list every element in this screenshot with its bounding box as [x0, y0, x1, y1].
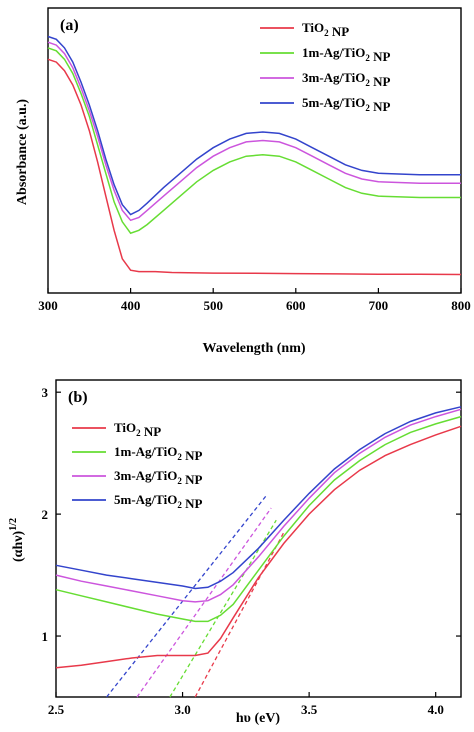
x-tick-label: 3.0: [174, 702, 190, 717]
panel-label-a: (a): [60, 17, 79, 34]
x-tick-label: 300: [38, 298, 58, 313]
x-tick-label: 600: [286, 298, 306, 313]
series-line-5m-ag-tio-np: [55, 406, 462, 590]
series-line-3m-ag-tio-np: [55, 408, 462, 603]
y-axis-label-b: (αhν)1/2: [8, 518, 26, 562]
legend-label-3m-ag-tio-np: 3m-Ag/TiO2 NP: [114, 468, 202, 487]
legend-a: TiO2 NP 1m-Ag/TiO2 NP 3m-Ag/TiO2 NP 5m-Ag/T…: [260, 20, 390, 114]
y-tick-label: 1: [42, 629, 49, 644]
x-axis-label-b: hυ (eV): [236, 711, 281, 726]
x-axis-label-a: Wavelength (nm): [202, 341, 305, 356]
tangent-line-3m-ag-tio-np: [136, 507, 272, 698]
y-tick-label: 2: [42, 507, 49, 522]
y-axis-label-b-main: (αhν): [11, 530, 26, 562]
series-line-1m-ag-tio-np: [47, 47, 461, 235]
x-ticks-b: 2.5 3.0 3.5 4.0: [48, 692, 444, 717]
x-tick-label: 400: [121, 298, 141, 313]
y-axis-label-a: Absorbance (a.u.): [15, 99, 30, 206]
plot-frame-a: [47, 7, 462, 294]
series-line-tio-np: [55, 425, 462, 669]
x-tick-label: 700: [369, 298, 389, 313]
legend-label-tio-np: TiO2 NP: [114, 420, 161, 439]
plot-area-b: [55, 406, 462, 698]
x-ticks-a: 300 400 500 600 700 800: [38, 288, 471, 313]
panel-b: (b) 2.5 3.0 3.5 4.0 1 2 3 TiO2 NP 1m-Ag/TiO2 N…: [8, 379, 462, 726]
series-line-3m-ag-tio-np: [47, 41, 461, 222]
legend-b: TiO2 NP 1m-Ag/TiO2 NP 3m-Ag/TiO2 NP 5m-Ag/T…: [72, 420, 202, 511]
series-line-1m-ag-tio-np: [55, 415, 462, 623]
legend-label-5m-ag-tio-np: 5m-Ag/TiO2 NP: [114, 492, 202, 511]
y-ticks-b: 1 2 3: [42, 385, 461, 644]
panel-label-b: (b): [68, 389, 88, 406]
legend-label-3m-ag-tio-np: 3m-Ag/TiO2 NP: [302, 70, 390, 89]
legend-label-1m-ag-tio-np: 1m-Ag/TiO2 NP: [302, 45, 390, 64]
x-tick-label: 800: [451, 298, 471, 313]
series-line-5m-ag-tio-np: [47, 35, 461, 216]
panel-a: (a) 300 400 500 600 700 800 TiO2 NP 1m-Ag/TiO2…: [15, 7, 471, 356]
tangent-line-5m-ag-tio-np: [106, 495, 267, 698]
plot-frame-b: [55, 379, 462, 698]
plot-area-a: [47, 35, 462, 276]
x-tick-label: 4.0: [428, 702, 444, 717]
legend-label-1m-ag-tio-np: 1m-Ag/TiO2 NP: [114, 444, 202, 463]
x-tick-label: 2.5: [48, 702, 65, 717]
legend-label-5m-ag-tio-np: 5m-Ag/TiO2 NP: [302, 95, 390, 114]
series-line-tio-np: [47, 58, 462, 276]
legend-label-tio-np: TiO2 NP: [302, 20, 349, 39]
x-tick-label: 3.5: [301, 702, 318, 717]
tangent-line-tio-np: [194, 532, 285, 698]
y-axis-label-b-sup: 1/2: [8, 518, 19, 531]
tangent-line-1m-ag-tio-np: [169, 519, 277, 698]
y-tick-label: 3: [42, 385, 49, 400]
x-tick-label: 500: [203, 298, 223, 313]
